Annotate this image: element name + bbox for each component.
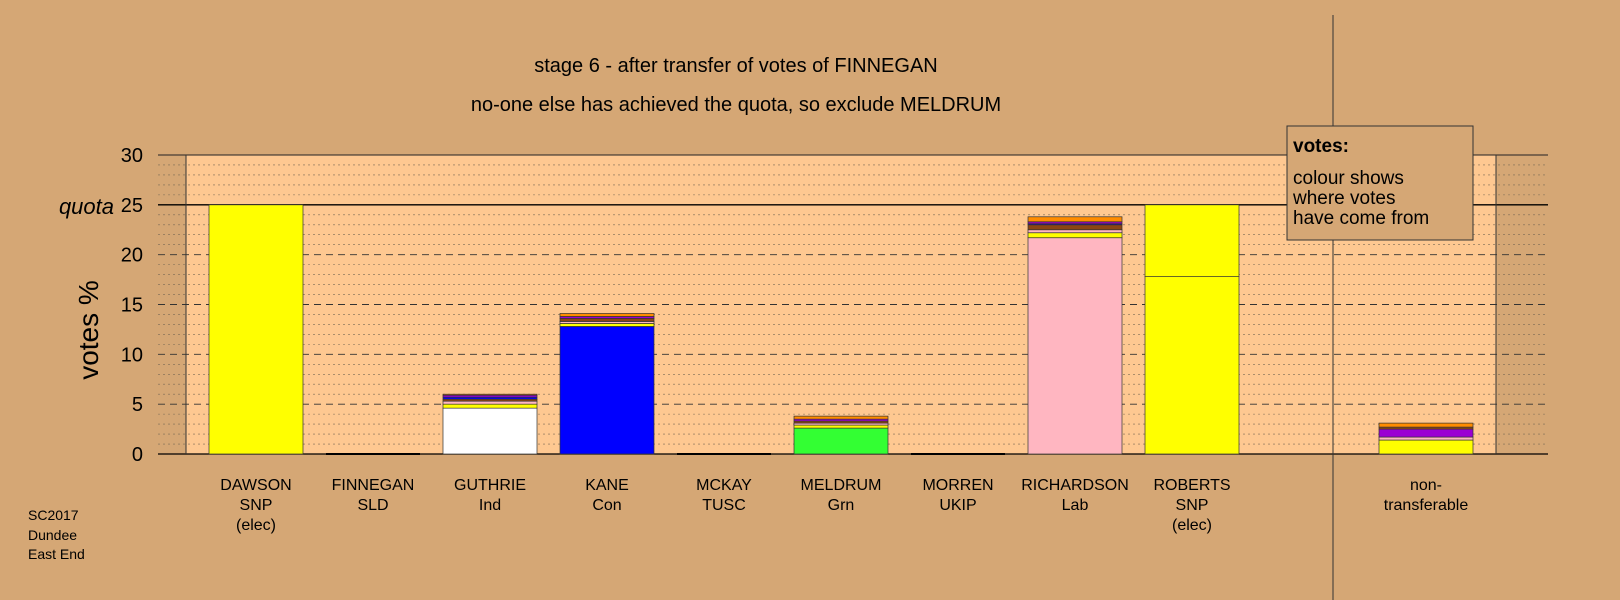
bar-segment bbox=[1027, 224, 1123, 231]
bar-segment bbox=[208, 204, 304, 455]
bar-segment bbox=[1378, 422, 1474, 428]
x-category-label: MELDRUM bbox=[801, 477, 882, 494]
x-category-label: SNP bbox=[240, 497, 273, 514]
y-tick-label: 0 bbox=[132, 444, 143, 466]
legend-line: where votes bbox=[1292, 188, 1395, 209]
bar-segment bbox=[793, 427, 889, 455]
bar-segment bbox=[793, 424, 889, 429]
x-category-label: FINNEGAN bbox=[332, 477, 415, 494]
bar-segment bbox=[1027, 229, 1123, 234]
bar-segment bbox=[559, 326, 655, 455]
bar-segment bbox=[442, 407, 538, 455]
y-tick-label: 5 bbox=[132, 394, 143, 416]
x-axis-labels: DAWSON SNP (elec) FINNEGAN SLD GUTHRIE Ind KANE… bbox=[220, 477, 1468, 534]
y-tick-label: 20 bbox=[121, 245, 143, 267]
bar-segment bbox=[1144, 276, 1240, 455]
x-category-label: Ind bbox=[479, 497, 501, 514]
chart-title: stage 6 - after transfer of votes of FIN… bbox=[534, 55, 938, 77]
bar-segment bbox=[1378, 428, 1474, 438]
bar-segment bbox=[442, 400, 538, 405]
quota-label: quota bbox=[59, 194, 114, 219]
x-category-label: GUTHRIE bbox=[454, 477, 526, 494]
legend-box: votes: colour shows where votes have com… bbox=[1286, 125, 1474, 241]
bar-meldrum bbox=[793, 415, 889, 455]
x-category-label: SLD bbox=[357, 497, 388, 514]
bar-segment bbox=[1378, 436, 1474, 441]
grid-lines bbox=[158, 154, 1548, 455]
legend-line: have come from bbox=[1293, 208, 1429, 229]
y-axis-tick-labels: 0 5 10 15 20 25 30 bbox=[121, 145, 143, 466]
x-category-label: transferable bbox=[1384, 497, 1469, 514]
x-category-label: Con bbox=[592, 497, 621, 514]
bar-segment bbox=[1144, 204, 1240, 277]
bars bbox=[208, 204, 1474, 455]
footer-label: SC2017 Dundee East End bbox=[28, 507, 85, 562]
bar-non bbox=[1378, 422, 1474, 455]
bar-kane bbox=[559, 313, 655, 455]
footer-line: SC2017 bbox=[28, 507, 79, 523]
x-category-label: Grn bbox=[828, 497, 855, 514]
x-category-label: KANE bbox=[585, 477, 629, 494]
bar-dawson bbox=[208, 204, 304, 455]
bar-segment bbox=[793, 415, 889, 420]
y-tick-label: 10 bbox=[121, 344, 143, 366]
x-category-label: ROBERTS bbox=[1153, 477, 1230, 494]
bar-segment bbox=[1027, 216, 1123, 223]
bar-roberts bbox=[1144, 204, 1240, 455]
y-tick-label: 30 bbox=[121, 145, 143, 167]
legend-line: colour shows bbox=[1293, 168, 1404, 189]
x-category-label: MCKAY bbox=[696, 477, 752, 494]
bar-segment bbox=[1027, 237, 1123, 455]
bar-segment bbox=[559, 313, 655, 317]
bar-segment bbox=[442, 403, 538, 409]
bar-guthrie bbox=[442, 393, 538, 455]
footer-line: Dundee bbox=[28, 527, 77, 543]
bar-segment bbox=[559, 318, 655, 322]
x-category-label: MORREN bbox=[922, 477, 993, 494]
x-category-label: TUSC bbox=[702, 497, 746, 514]
y-tick-label: 25 bbox=[121, 195, 143, 217]
x-category-label: Lab bbox=[1062, 497, 1089, 514]
bar-segment bbox=[559, 323, 655, 327]
y-tick-label: 15 bbox=[121, 295, 143, 317]
x-category-label: (elec) bbox=[236, 517, 276, 534]
x-category-label: (elec) bbox=[1172, 517, 1212, 534]
x-category-label: RICHARDSON bbox=[1021, 477, 1129, 494]
y-axis-label: votes % bbox=[73, 280, 104, 380]
bar-segment bbox=[442, 393, 538, 396]
x-category-label: DAWSON bbox=[220, 477, 291, 494]
legend-heading: votes: bbox=[1293, 136, 1349, 157]
footer-line: East End bbox=[28, 546, 85, 562]
bar-segment bbox=[1027, 232, 1123, 239]
bar-segment bbox=[1378, 439, 1474, 455]
x-category-label: SNP bbox=[1176, 497, 1209, 514]
x-category-label: non- bbox=[1410, 477, 1442, 494]
chart-subtitle: no-one else has achieved the quota, so e… bbox=[471, 94, 1001, 116]
bar-richardson bbox=[1027, 216, 1123, 455]
x-category-label: UKIP bbox=[939, 497, 976, 514]
